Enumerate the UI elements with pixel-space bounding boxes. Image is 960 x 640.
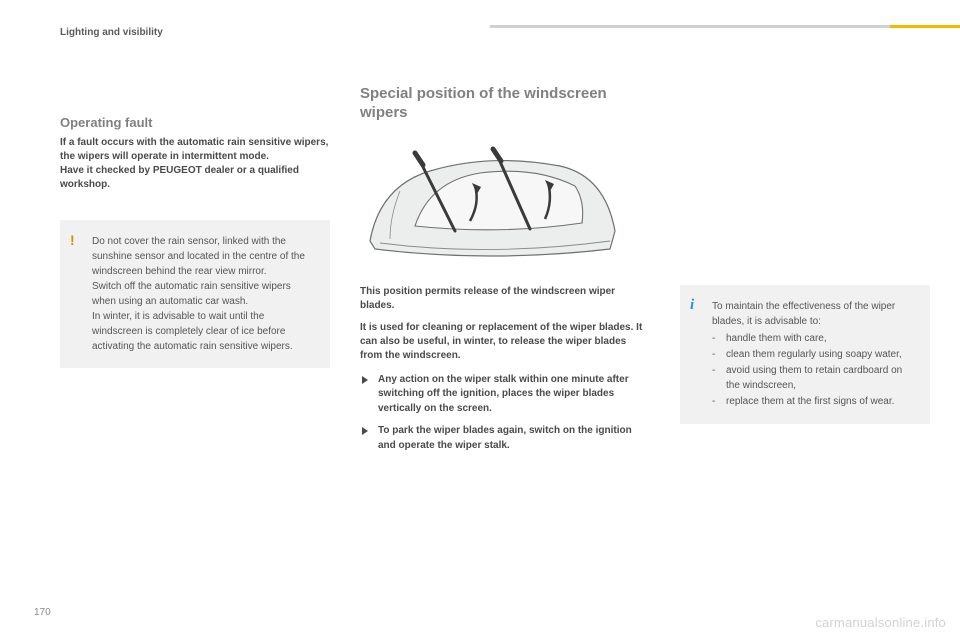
special-position-p2: It is used for cleaning or replacement o…	[360, 321, 650, 363]
info-list: handle them with care, clean them regula…	[712, 331, 916, 409]
warning-text: Do not cover the rain sensor, linked wit…	[92, 234, 316, 354]
warning-icon: !	[70, 232, 75, 248]
info-icon: i	[690, 297, 694, 314]
right-column: i To maintain the effectiveness of the w…	[680, 85, 930, 461]
info-item: avoid using them to retain cardboard on …	[712, 363, 916, 393]
info-item: replace them at the first signs of wear.	[712, 394, 916, 409]
special-position-p1: This position permits release of the win…	[360, 285, 650, 313]
info-callout: i To maintain the effectiveness of the w…	[680, 285, 930, 424]
header-section: Lighting and visibility	[60, 27, 163, 38]
instruction-item: To park the wiper blades again, switch o…	[360, 424, 650, 453]
info-text: To maintain the effectiveness of the wip…	[712, 299, 916, 409]
left-column: Operating fault If a fault occurs with t…	[60, 85, 330, 461]
info-item: handle them with care,	[712, 331, 916, 346]
watermark: carmanualsonline.info	[815, 615, 946, 630]
instruction-list: Any action on the wiper stalk within one…	[360, 373, 650, 454]
info-intro: To maintain the effectiveness of the wip…	[712, 301, 895, 327]
operating-fault-heading: Operating fault	[60, 115, 330, 130]
wiper-illustration	[360, 131, 620, 266]
header-rule-accent	[890, 25, 960, 28]
operating-fault-text: If a fault occurs with the automatic rai…	[60, 136, 330, 192]
special-position-heading: Special position of the windscreen wiper…	[360, 85, 650, 123]
instruction-item: Any action on the wiper stalk within one…	[360, 373, 650, 417]
page-number: 170	[34, 607, 51, 618]
warning-callout: ! Do not cover the rain sensor, linked w…	[60, 220, 330, 368]
middle-column: Special position of the windscreen wiper…	[360, 85, 650, 461]
info-item: clean them regularly using soapy water,	[712, 347, 916, 362]
